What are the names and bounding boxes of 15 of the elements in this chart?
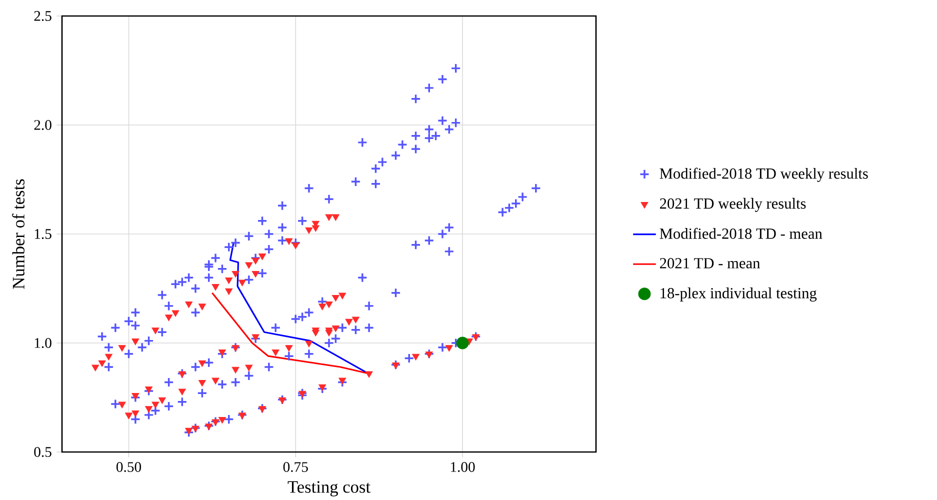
legend-label: 2021 TD weekly results <box>660 198 806 212</box>
x-tick-label: 0.75 <box>283 462 308 472</box>
y-tick-label: 0.5 <box>34 447 52 457</box>
legend-label: Modified-2018 TD weekly results <box>660 168 868 182</box>
y-tick-label: 2.0 <box>34 120 52 130</box>
legend-label: 2021 TD - mean <box>660 258 760 268</box>
x-axis-title: Testing cost <box>288 481 370 496</box>
y-axis-title: Number of tests <box>12 179 24 289</box>
legend-label: 18-plex individual testing <box>660 288 817 302</box>
y-tick-label: 2.5 <box>34 11 52 21</box>
x-tick-label: 0.50 <box>116 462 142 472</box>
y-tick-label: 1.5 <box>34 229 52 239</box>
legend-label: Modified-2018 TD - mean <box>660 228 822 239</box>
y-tick-label: 1.0 <box>34 338 52 348</box>
x-tick-label: 1.00 <box>450 462 475 472</box>
